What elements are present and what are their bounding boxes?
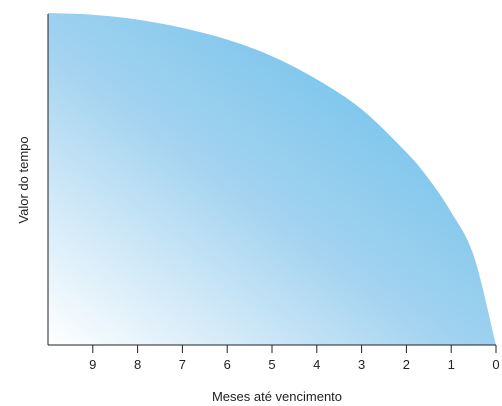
x-tick-label: 1 (448, 357, 455, 372)
x-tick-label: 7 (179, 357, 186, 372)
x-tick-label: 0 (492, 357, 499, 372)
x-tick-label: 9 (89, 357, 96, 372)
plot-area (48, 13, 496, 345)
x-tick-label: 3 (358, 357, 365, 372)
y-axis-label: Valor do tempo (16, 136, 31, 223)
time-value-area (48, 13, 496, 345)
x-tick-label: 8 (134, 357, 141, 372)
x-tick-label: 2 (403, 357, 410, 372)
x-tick-label: 6 (224, 357, 231, 372)
x-tick-label: 4 (313, 357, 320, 372)
x-axis-label: Meses até vencimento (212, 389, 342, 404)
x-tick-label: 5 (268, 357, 275, 372)
x-ticks: 9 8 7 6 5 4 3 2 1 0 (89, 345, 500, 372)
